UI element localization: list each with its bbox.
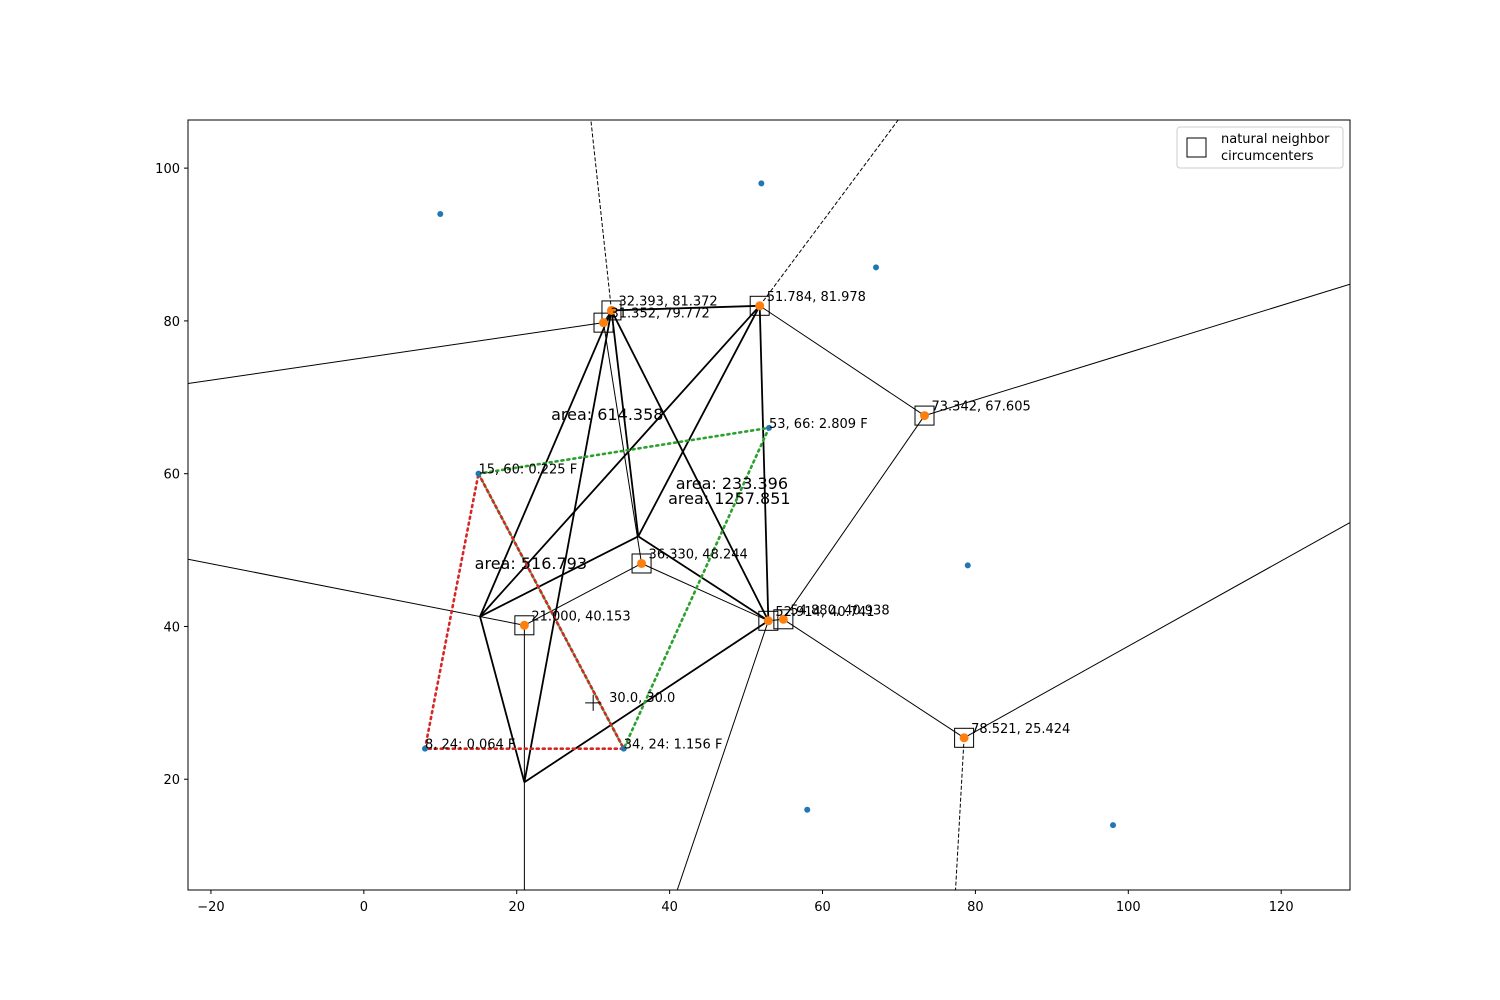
- circumcenter-label: 21.000, 40.153: [531, 609, 630, 624]
- voronoi-edge: [924, 283, 1350, 417]
- x-tick-label: 0: [360, 900, 368, 915]
- triangle-edge: [610, 310, 640, 537]
- circumcenter-label: 54.880, 40.938: [790, 603, 889, 618]
- circumcenter-label: 52.914, 40.741: [775, 605, 874, 620]
- neighbor-polygons: [423, 426, 772, 752]
- observation-points: [421, 180, 1117, 829]
- axes-frame: [187, 119, 1351, 891]
- x-axis: −20 0 20 40 60 80 100 120: [197, 890, 1294, 915]
- voronoi-edge: [963, 522, 1350, 739]
- observation-point: [620, 745, 627, 752]
- voronoi-edge: [188, 322, 604, 385]
- triangle-edge: [637, 535, 769, 622]
- circumcenter-point: [959, 733, 969, 743]
- triangle-edge: [610, 310, 770, 622]
- triangle-edge: [523, 310, 613, 783]
- circumcenter-square: [954, 727, 975, 748]
- x-tick-label: 40: [661, 900, 678, 915]
- circumcenter-square: [631, 553, 652, 574]
- observation-point: [437, 210, 444, 217]
- observation-point: [964, 562, 971, 569]
- observation-label: 8, 24: 0.064 F: [425, 738, 515, 753]
- circumcenter-point: [599, 318, 609, 328]
- voronoi-edge: [783, 618, 965, 739]
- voronoi-edge-dashed: [590, 120, 612, 311]
- voronoi-edge-dashed: [759, 120, 899, 307]
- observation-point: [758, 180, 765, 187]
- circumcenter-label: 36.330, 48.244: [649, 547, 748, 562]
- circumcenter-points: [519, 301, 969, 743]
- observation-point: [873, 264, 880, 271]
- circumcenter-markers: [514, 295, 975, 748]
- circumcenter-point: [920, 411, 930, 421]
- y-tick-label: 60: [163, 468, 180, 483]
- legend-box: [1176, 126, 1344, 169]
- x-tick-label: 20: [508, 900, 525, 915]
- voronoi-edge: [676, 620, 769, 890]
- observation-point: [475, 470, 482, 477]
- voronoi-edge: [188, 558, 525, 626]
- circumcenter-point: [637, 558, 647, 568]
- y-tick-label: 80: [163, 315, 180, 330]
- area-label: area: 233.396: [676, 474, 788, 493]
- circumcenter-square: [758, 610, 779, 631]
- circumcenter-label: 78.521, 25.424: [971, 722, 1070, 737]
- triangle-edge: [637, 305, 761, 537]
- observation-point: [421, 745, 428, 752]
- circumcenter-square: [601, 300, 622, 321]
- circumcenter-square: [514, 615, 535, 636]
- legend-square-marker: [1186, 137, 1207, 158]
- circumcenter-square: [593, 312, 614, 333]
- observation-point: [804, 806, 811, 813]
- circumcenter-label: 73.342, 67.605: [932, 400, 1031, 415]
- voronoi-edge: [782, 415, 925, 620]
- triangle-edge: [479, 535, 639, 618]
- circumcenter-label: 31.352, 79.772: [611, 307, 710, 322]
- voronoi-edge: [641, 563, 769, 622]
- x-tick-label: 80: [967, 900, 984, 915]
- voronoi-edge: [603, 322, 643, 564]
- area-label: area: 516.793: [475, 554, 587, 573]
- interpolation-point-label: 30.0, 30.0: [609, 691, 675, 706]
- circumcenter-point: [519, 620, 529, 630]
- y-tick-label: 100: [155, 162, 180, 177]
- triangle-edge: [758, 305, 770, 621]
- circumcenter-label: 51.784, 81.978: [767, 290, 866, 305]
- triangle-edge: [479, 616, 526, 783]
- observation-point: [1110, 822, 1117, 829]
- green-neighbor-polygon: [477, 426, 772, 752]
- y-tick-label: 20: [163, 773, 180, 788]
- x-tick-label: 120: [1269, 900, 1294, 915]
- x-tick-label: 100: [1116, 900, 1141, 915]
- observation-label: 53, 66: 2.809 F: [769, 417, 868, 432]
- circumcenter-square: [914, 405, 935, 426]
- circumcenter-point: [778, 614, 788, 624]
- observation-label: 15, 60: 0.225 F: [479, 463, 578, 478]
- x-tick-label: 60: [814, 900, 831, 915]
- y-axis: 20 40 60 80 100: [155, 162, 188, 788]
- legend-label-line-1: natural neighbor: [1221, 132, 1330, 147]
- red-neighbor-polygon: [423, 472, 626, 750]
- y-tick-label: 40: [163, 620, 180, 635]
- area-label: area: 614.358: [551, 405, 663, 424]
- triangle-edge: [611, 304, 760, 312]
- legend: natural neighbor circumcenters: [1176, 126, 1344, 169]
- circumcenter-point: [755, 301, 765, 311]
- circumcenter-square: [749, 295, 770, 316]
- voronoi-edge-dashed: [955, 737, 965, 890]
- legend-label-line-2: circumcenters: [1221, 149, 1314, 164]
- circumcenter-point: [763, 616, 773, 626]
- observation-label: 34, 24: 1.156 F: [624, 738, 723, 753]
- circumcenter-square: [773, 609, 794, 630]
- observation-point: [766, 424, 772, 431]
- circumcenter-label: 32.393, 81.372: [618, 294, 717, 309]
- area-label: area: 1257.851: [668, 489, 791, 508]
- circumcenter-point: [606, 305, 616, 315]
- voronoi-edge: [524, 563, 642, 626]
- x-tick-label: −20: [197, 900, 224, 915]
- voronoi-edge: [759, 305, 925, 417]
